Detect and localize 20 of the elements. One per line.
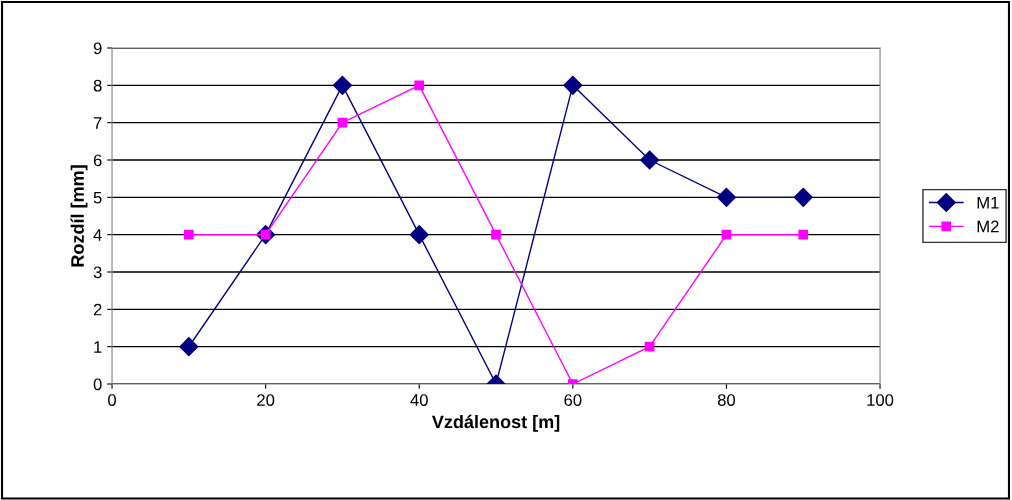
y-axis-title: Rozdíl [mm] [70, 165, 88, 267]
y-tick-label: 0 [93, 378, 102, 391]
x-tick-label: 60 [564, 394, 582, 406]
x-tick-label: 40 [410, 394, 428, 406]
y-tick-label: 7 [93, 117, 102, 129]
legend-label: M2 [977, 220, 999, 233]
y-tick-label: 1 [94, 341, 102, 353]
y-tick-label: 6 [93, 154, 102, 167]
x-axis-title: Vzdálenost [m] [431, 414, 560, 432]
x-tick-label: 100 [867, 394, 894, 406]
y-tick-label: 3 [93, 266, 102, 279]
y-tick-label: 4 [93, 229, 102, 241]
y-tick-label: 5 [93, 191, 102, 204]
y-tick-label: 9 [93, 42, 102, 55]
legend-label: M1 [977, 196, 999, 209]
y-tick-label: 8 [93, 79, 102, 92]
x-tick-label: 0 [108, 394, 117, 406]
x-tick-label: 80 [717, 394, 736, 406]
x-tick-label: 20 [257, 394, 275, 406]
y-tick-label: 2 [93, 303, 102, 316]
